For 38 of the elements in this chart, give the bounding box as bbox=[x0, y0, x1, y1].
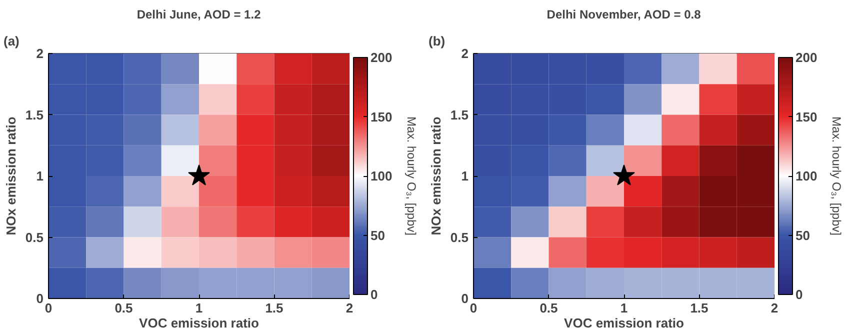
y-tick-label: 2 bbox=[36, 46, 44, 61]
y-tick-label: 1 bbox=[461, 168, 469, 184]
text: (a) bbox=[4, 34, 20, 48]
color-bar-label: 100 bbox=[796, 168, 818, 184]
x-tick-label: 2 bbox=[346, 300, 354, 316]
color-bar-label: 0 bbox=[796, 287, 803, 302]
x-tick-label: 1.5 bbox=[690, 300, 708, 316]
color-bar-label: 200 bbox=[796, 50, 818, 65]
x-tick-label: 1.5 bbox=[265, 300, 284, 316]
color-bar-title: Max. hourly O₃, [ppbv] bbox=[830, 116, 844, 236]
x-axis-title: VOC emission ratio bbox=[564, 316, 684, 330]
y-tick-label: 1.5 bbox=[25, 107, 44, 122]
color-bar-title: Max. hourly O₃, [ppbv] bbox=[404, 116, 418, 236]
y-axis-title: NOx emission ratio bbox=[3, 116, 18, 236]
y-tick-label: 0.5 bbox=[25, 230, 44, 245]
color-bar-label: 200 bbox=[370, 50, 392, 65]
y-tick-label: 0 bbox=[36, 291, 44, 306]
color-bar-label: 100 bbox=[370, 168, 392, 184]
color-bar-label: 50 bbox=[370, 228, 385, 243]
text: (b) bbox=[428, 34, 446, 48]
y-tick-label: 0.5 bbox=[450, 230, 469, 245]
chart-title: Delhi June, AOD = 1.2 bbox=[136, 8, 262, 22]
x-tick-label: 0.5 bbox=[114, 300, 133, 316]
y-axis-title: NOx emission ratio bbox=[428, 116, 444, 236]
color-bar-label: 150 bbox=[370, 109, 392, 124]
color-bar-label: 0 bbox=[370, 287, 378, 302]
y-tick-label: 2 bbox=[461, 46, 469, 61]
y-tick-label: 1 bbox=[36, 168, 44, 184]
x-tick-label: 1 bbox=[195, 300, 203, 316]
x-tick-label: 0.5 bbox=[540, 300, 558, 316]
color-bar-label: 50 bbox=[796, 228, 810, 243]
chart-title: Delhi November, AOD = 0.8 bbox=[546, 8, 702, 22]
y-tick-label: 0 bbox=[461, 291, 469, 306]
y-tick-label: 1.5 bbox=[450, 107, 469, 122]
x-axis-title: VOC emission ratio bbox=[139, 316, 260, 330]
color-bar-label: 150 bbox=[796, 109, 818, 124]
x-tick-label: 2 bbox=[770, 300, 778, 316]
x-tick-label: 1 bbox=[620, 300, 628, 316]
